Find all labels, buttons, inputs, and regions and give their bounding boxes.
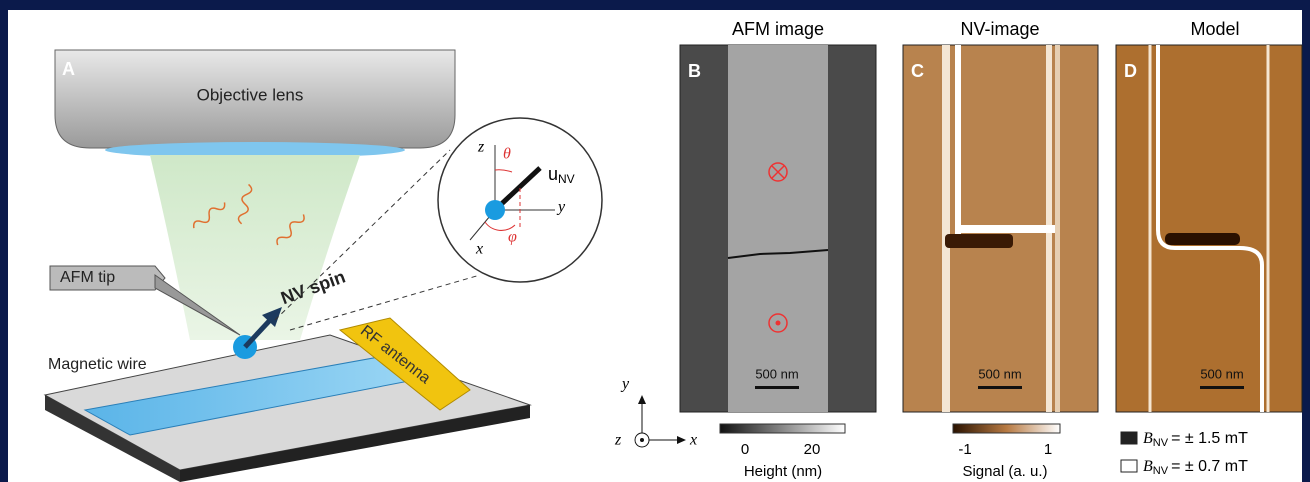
colorbar — [953, 424, 1060, 433]
axis-out — [640, 438, 644, 442]
model-wall — [1165, 233, 1240, 245]
scale-bar-label: 500 nm — [1200, 366, 1243, 381]
axis-label: x — [475, 241, 483, 258]
lens-label: Objective lens — [197, 85, 304, 104]
panel-label: D — [1124, 61, 1137, 81]
model-image — [1116, 45, 1302, 412]
panel-title: Model — [1190, 19, 1239, 39]
axis-label: y — [620, 376, 630, 393]
scale-bar-label: 500 nm — [978, 366, 1021, 381]
afm-wire — [728, 45, 828, 412]
wire-label: Magnetic wire — [48, 356, 147, 373]
afm-tip-label: AFM tip — [60, 269, 115, 286]
colorbar-label: Signal (a. u.) — [962, 463, 1047, 480]
axis-label: z — [614, 432, 622, 449]
legend-swatch — [1121, 460, 1137, 472]
legend-swatch — [1121, 432, 1137, 444]
legend-text: = ± 0.7 mT — [1171, 458, 1248, 475]
inset-nv — [485, 200, 505, 220]
edge-signal — [942, 45, 950, 412]
colorbar-tick: 20 — [804, 441, 821, 458]
scale-bar — [1200, 386, 1244, 389]
panel-label: B — [688, 61, 701, 81]
axis-label: x — [689, 432, 697, 449]
colorbar — [720, 424, 845, 433]
scale-bar-label: 500 nm — [755, 366, 798, 381]
scale-bar — [755, 386, 799, 389]
inset — [438, 118, 602, 282]
panel-label: C — [911, 61, 924, 81]
axis-label: y — [556, 199, 566, 216]
panel-label: A — [62, 59, 75, 79]
angle-label: φ — [508, 229, 517, 246]
scale-bar — [978, 386, 1022, 389]
vector-subscript: NV — [558, 172, 575, 186]
colorbar-tick: 0 — [741, 441, 749, 458]
wall-signal — [945, 234, 1013, 248]
page: A Objective lens RF antenna Magnetic wir… — [0, 0, 1310, 482]
colorbar-label: Height (nm) — [744, 463, 822, 480]
panel-title: AFM image — [732, 19, 824, 39]
vector-symbol: u — [548, 164, 558, 184]
legend-symbol: B — [1143, 458, 1153, 475]
colorbar-tick: 1 — [1044, 441, 1052, 458]
colorbar-tick: -1 — [958, 441, 971, 458]
angle-label: θ — [503, 146, 511, 163]
edge-signal — [955, 45, 961, 235]
wall-signal — [955, 225, 1055, 233]
axis-label: z — [477, 139, 485, 156]
figure: A Objective lens RF antenna Magnetic wir… — [0, 0, 1310, 482]
legend-symbol: B — [1143, 430, 1153, 447]
edge-signal — [1055, 45, 1060, 412]
legend-subscript: NV — [1153, 437, 1169, 449]
legend-text: = ± 1.5 mT — [1171, 430, 1248, 447]
panel-title: NV-image — [960, 19, 1039, 39]
legend-subscript: NV — [1153, 465, 1169, 477]
magnetization-out — [776, 321, 781, 326]
